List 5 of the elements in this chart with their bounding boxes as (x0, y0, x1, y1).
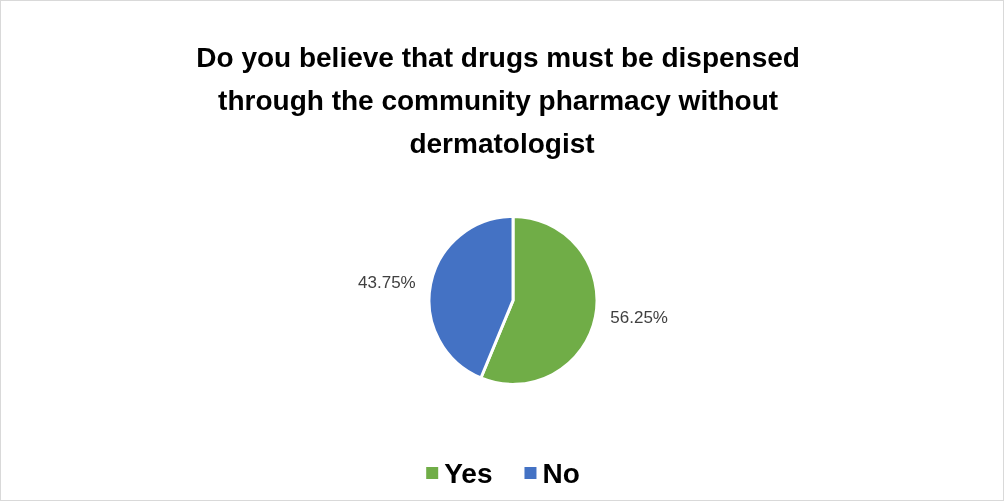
data-label: 56.25% (610, 308, 668, 328)
legend-label: Yes (444, 457, 493, 489)
legend-label: No (542, 457, 580, 489)
chart-title: Do you believe that drugs must be dispensed through the community pharmacy without dermatologist (196, 42, 808, 159)
data-label: 43.75% (358, 273, 416, 293)
